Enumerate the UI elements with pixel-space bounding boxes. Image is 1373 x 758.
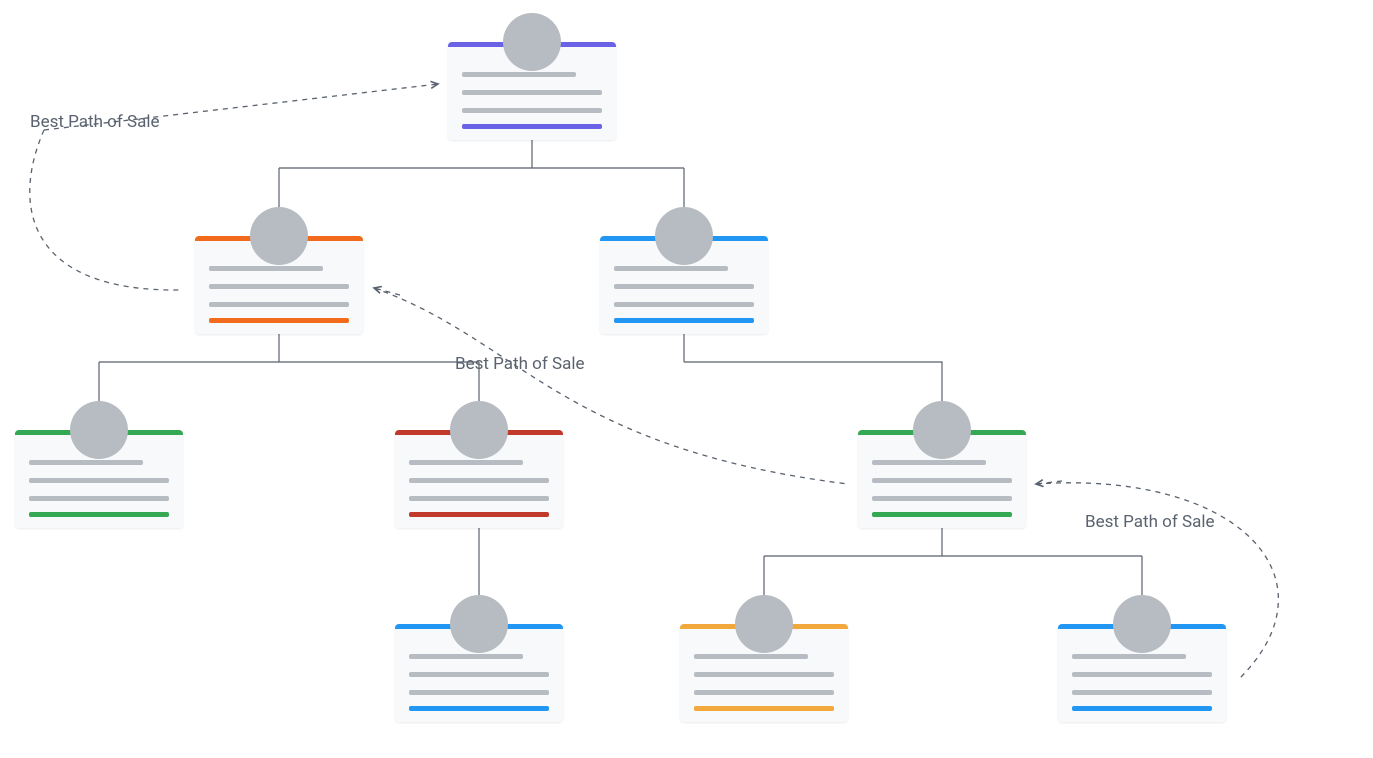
card-text-line bbox=[1072, 654, 1186, 659]
avatar-icon bbox=[913, 401, 971, 459]
card-text-line bbox=[694, 654, 808, 659]
card-text-line bbox=[29, 512, 169, 517]
best-path-label: Best Path of Sale bbox=[455, 354, 585, 374]
avatar-icon bbox=[450, 595, 508, 653]
card-text-line bbox=[872, 496, 1012, 501]
card-text-line bbox=[462, 72, 576, 77]
card-text-line bbox=[694, 672, 834, 677]
card-text-line bbox=[614, 318, 754, 323]
card-text-line bbox=[694, 690, 834, 695]
card-text-line bbox=[1072, 690, 1212, 695]
avatar-icon bbox=[450, 401, 508, 459]
card-text-line bbox=[462, 90, 602, 95]
card-text-line bbox=[1072, 706, 1212, 711]
card-text-line bbox=[614, 302, 754, 307]
card-text-line bbox=[872, 478, 1012, 483]
card-text-line bbox=[409, 690, 549, 695]
card-text-line bbox=[694, 706, 834, 711]
card-text-line bbox=[209, 284, 349, 289]
card-text-line bbox=[209, 318, 349, 323]
card-text-line bbox=[462, 124, 602, 129]
card-text-line bbox=[1072, 672, 1212, 677]
card-text-line bbox=[409, 672, 549, 677]
card-text-line bbox=[409, 478, 549, 483]
avatar-icon bbox=[70, 401, 128, 459]
avatar-icon bbox=[1113, 595, 1171, 653]
avatar-icon bbox=[655, 207, 713, 265]
card-text-line bbox=[409, 460, 523, 465]
card-text-line bbox=[29, 478, 169, 483]
card-text-line bbox=[872, 460, 986, 465]
card-text-line bbox=[409, 496, 549, 501]
best-path-label: Best Path of Sale bbox=[30, 112, 160, 132]
avatar-icon bbox=[250, 207, 308, 265]
card-text-line bbox=[872, 512, 1012, 517]
card-text-line bbox=[614, 266, 728, 271]
card-text-line bbox=[614, 284, 754, 289]
card-text-line bbox=[409, 706, 549, 711]
best-path-label: Best Path of Sale bbox=[1085, 512, 1215, 532]
card-text-line bbox=[462, 108, 602, 113]
card-text-line bbox=[409, 654, 523, 659]
card-text-line bbox=[29, 460, 143, 465]
card-text-line bbox=[409, 512, 549, 517]
card-text-line bbox=[209, 302, 349, 307]
avatar-icon bbox=[735, 595, 793, 653]
card-text-line bbox=[209, 266, 323, 271]
card-text-line bbox=[29, 496, 169, 501]
avatar-icon bbox=[503, 13, 561, 71]
